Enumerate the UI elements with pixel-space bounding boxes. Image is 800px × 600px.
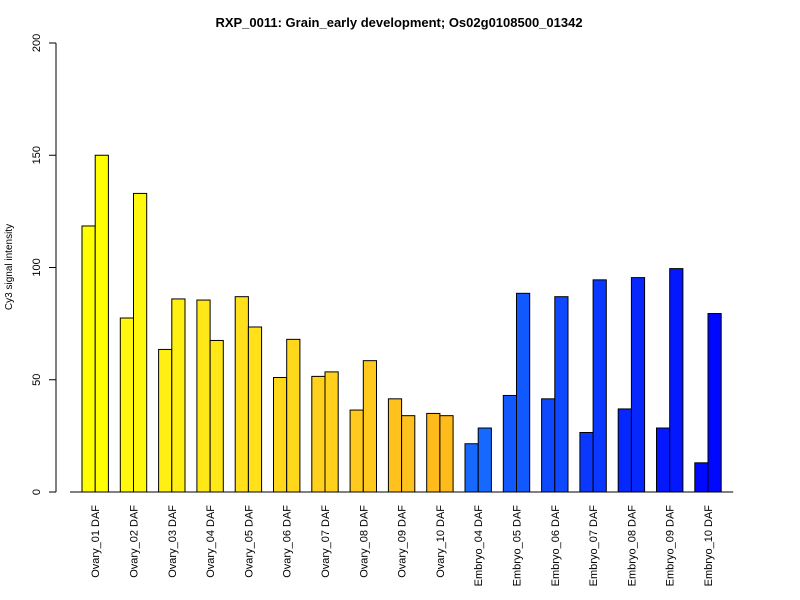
bar <box>426 412 441 493</box>
x-tick-label: Ovary_09 DAF <box>397 505 409 578</box>
bar <box>324 371 339 493</box>
bar <box>209 339 224 493</box>
bar <box>247 326 263 493</box>
bar <box>630 277 646 493</box>
bar <box>349 409 364 493</box>
bar <box>171 298 186 493</box>
bar <box>439 415 454 493</box>
bar <box>401 415 416 493</box>
y-tick-label: 150 <box>31 146 43 164</box>
x-tick-label: Embryo_10 DAF <box>703 505 715 587</box>
bar <box>592 279 607 493</box>
bar <box>311 375 326 493</box>
bar <box>579 432 594 493</box>
bar <box>502 394 517 493</box>
bar <box>81 225 96 493</box>
x-tick-label: Embryo_07 DAF <box>588 505 600 587</box>
bar <box>119 317 135 493</box>
bar <box>286 338 301 493</box>
x-tick-label: Ovary_10 DAF <box>435 505 447 578</box>
x-tick-label: Ovary_06 DAF <box>282 505 294 578</box>
y-tick-label: 50 <box>31 374 43 386</box>
bar <box>94 154 109 493</box>
bar <box>707 313 722 493</box>
y-tick-label: 100 <box>31 258 43 276</box>
bar <box>362 360 377 493</box>
y-axis: 0 50 100 150 200 <box>31 34 57 495</box>
bars-group <box>81 154 722 493</box>
bar <box>133 192 148 493</box>
bar <box>656 427 671 493</box>
x-tick-label: Embryo_08 DAF <box>626 505 638 587</box>
bar <box>694 462 709 493</box>
x-tick-label: Ovary_08 DAF <box>358 505 370 578</box>
x-tick-label: Ovary_05 DAF <box>243 505 255 578</box>
x-tick-label: Embryo_09 DAF <box>665 505 677 587</box>
bar <box>516 292 531 493</box>
y-axis-label: Cy3 signal intensity <box>4 224 15 310</box>
x-axis-labels: Ovary_01 DAF Ovary_02 DAF Ovary_03 DAF Ovar… <box>90 505 715 587</box>
bar <box>554 296 569 493</box>
bar <box>234 296 249 493</box>
bar <box>541 398 556 493</box>
y-tick-label: 200 <box>31 34 43 52</box>
x-tick-label: Embryo_04 DAF <box>473 505 485 587</box>
x-tick-label: Embryo_05 DAF <box>512 505 524 587</box>
x-tick-label: Ovary_02 DAF <box>129 505 141 578</box>
bar <box>158 348 173 493</box>
bar <box>196 299 211 493</box>
bar <box>617 408 632 493</box>
bar <box>273 377 288 493</box>
x-tick-label: Embryo_06 DAF <box>550 505 562 587</box>
bar <box>464 443 479 493</box>
bar <box>477 427 492 493</box>
x-tick-label: Ovary_04 DAF <box>205 505 217 578</box>
x-tick-label: Ovary_07 DAF <box>320 505 332 578</box>
chart-title: RXP_0011: Grain_early development; Os02g… <box>215 15 582 30</box>
x-tick-label: Ovary_01 DAF <box>90 505 102 578</box>
x-tick-label: Ovary_03 DAF <box>167 505 179 578</box>
bar <box>669 268 684 493</box>
y-tick-label: 0 <box>31 489 43 495</box>
bar <box>387 398 403 493</box>
